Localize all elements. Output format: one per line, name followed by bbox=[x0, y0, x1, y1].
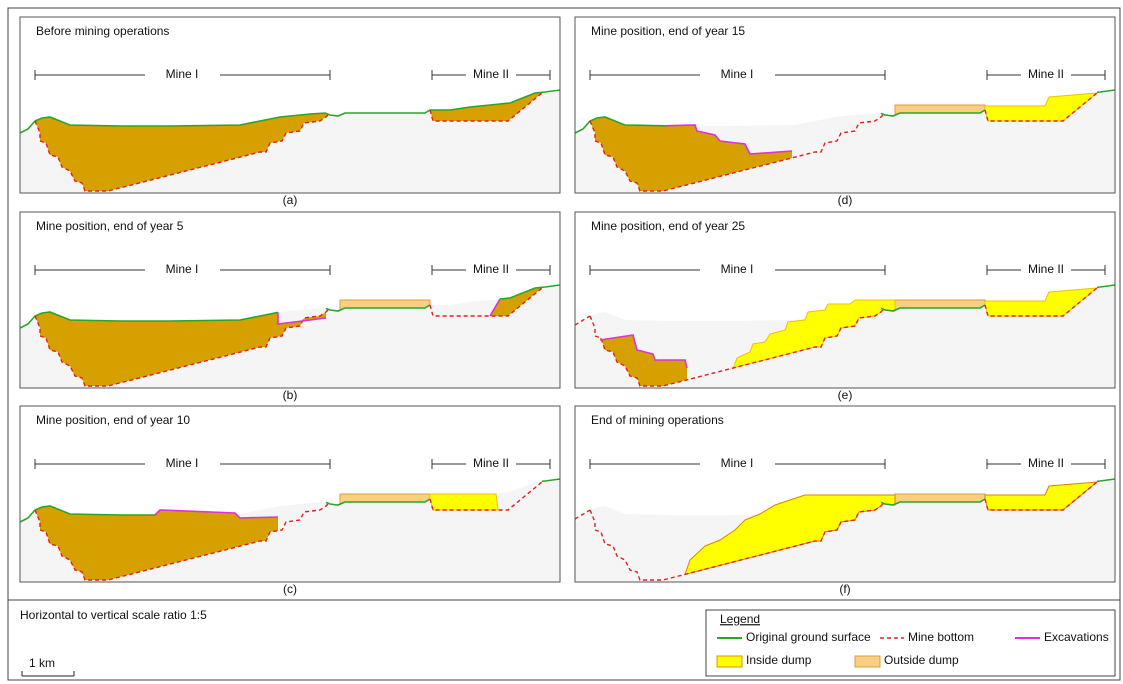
panel-title: Mine position, end of year 5 bbox=[36, 219, 184, 233]
panel-caption: (b) bbox=[283, 388, 298, 402]
inside-dump bbox=[429, 493, 499, 511]
panel-border bbox=[574, 405, 1116, 583]
legend-swatch bbox=[716, 655, 743, 668]
mine-bottom bbox=[574, 315, 591, 326]
ground-surface bbox=[1096, 89, 1116, 94]
mine-label: Mine I bbox=[721, 456, 754, 470]
excavation bbox=[277, 312, 327, 325]
mine-label: Mine I bbox=[721, 67, 754, 81]
mine-label: Mine II bbox=[473, 262, 509, 276]
panel: Mine position, end of year 25 Mine I Mine … bbox=[574, 211, 1116, 402]
ground-surface bbox=[880, 304, 986, 312]
excavation bbox=[154, 509, 279, 519]
mine-label: Mine I bbox=[166, 67, 199, 81]
inside-dump bbox=[732, 299, 896, 370]
panel-caption: (e) bbox=[838, 388, 853, 402]
panel-caption: (c) bbox=[283, 582, 297, 596]
ground-surface bbox=[19, 311, 279, 329]
panel-title: Mine position, end of year 15 bbox=[591, 24, 745, 38]
panel: Mine position, end of year 10 Mine I Mine … bbox=[19, 405, 561, 596]
mine-bottom bbox=[589, 114, 884, 192]
panel-border bbox=[19, 16, 561, 194]
panel-title: End of mining operations bbox=[591, 413, 724, 427]
mine-block bbox=[590, 117, 792, 191]
panel-title: Mine position, end of year 10 bbox=[36, 413, 190, 427]
legend-label: Mine bottom bbox=[908, 630, 974, 644]
panel-border bbox=[574, 211, 1116, 389]
mine-block bbox=[35, 506, 278, 580]
ground-surface bbox=[325, 498, 431, 506]
mine-label: Mine II bbox=[473, 67, 509, 81]
ground-surface bbox=[1096, 478, 1116, 483]
legend-title: Legend bbox=[720, 612, 760, 626]
mine-bottom bbox=[429, 481, 543, 511]
mine-bottom bbox=[589, 503, 884, 581]
mine-bottom bbox=[984, 481, 1098, 511]
mine-bottom bbox=[429, 287, 543, 317]
ground-surface bbox=[880, 498, 986, 506]
panel: Mine position, end of year 5 Mine I Mine I… bbox=[19, 211, 561, 402]
ground-surface bbox=[880, 109, 986, 117]
mine-bottom bbox=[984, 287, 1098, 317]
mine-bottom bbox=[34, 309, 329, 387]
excavation bbox=[664, 124, 793, 155]
mine-label: Mine II bbox=[1028, 456, 1064, 470]
mine-block bbox=[430, 92, 542, 121]
legend-label: Original ground surface bbox=[746, 630, 871, 644]
mine-block bbox=[490, 287, 542, 316]
ground-surface bbox=[325, 304, 431, 312]
panel-border bbox=[574, 16, 1116, 194]
ground-surface bbox=[499, 284, 561, 300]
mine-block bbox=[600, 335, 687, 386]
panel-caption: (a) bbox=[283, 193, 298, 207]
legend-label: Outside dump bbox=[884, 653, 959, 667]
frame bbox=[7, 7, 1121, 681]
panel: Before mining operations Mine I Mine II (a) bbox=[19, 16, 561, 207]
panel-title: Mine position, end of year 25 bbox=[591, 219, 745, 233]
mine-label: Mine I bbox=[166, 456, 199, 470]
scale-label: 1 km bbox=[29, 656, 55, 670]
mine-block bbox=[35, 113, 328, 191]
panel-border bbox=[19, 211, 561, 389]
legend-label: Excavations bbox=[1044, 630, 1109, 644]
ground-surface bbox=[19, 505, 155, 523]
mine-bottom bbox=[34, 114, 329, 192]
legend-label: Inside dump bbox=[746, 653, 812, 667]
subsurface bbox=[575, 285, 1115, 388]
mine-bottom bbox=[34, 503, 329, 581]
panel: End of mining operations Mine I Mine II (f) bbox=[574, 405, 1116, 596]
mine-label: Mine II bbox=[1028, 67, 1064, 81]
mine-label: Mine I bbox=[721, 262, 754, 276]
mine-label: Mine II bbox=[1028, 262, 1064, 276]
ground-surface bbox=[19, 89, 561, 134]
ground-surface bbox=[574, 116, 666, 134]
mine-label: Mine I bbox=[166, 262, 199, 276]
mine-bottom bbox=[574, 509, 591, 520]
legend-box bbox=[705, 609, 1116, 677]
panel-caption: (f) bbox=[839, 582, 850, 596]
panel-title: Before mining operations bbox=[36, 24, 169, 38]
mine-bottom bbox=[429, 92, 543, 122]
panel-caption: (d) bbox=[838, 193, 853, 207]
ground-surface bbox=[541, 478, 561, 483]
legend-swatch bbox=[854, 655, 881, 668]
ground-surface bbox=[1096, 284, 1116, 289]
excavation bbox=[599, 334, 688, 369]
mine-bottom bbox=[589, 309, 884, 387]
excavation bbox=[489, 298, 501, 317]
scale-note: Horizontal to vertical scale ratio 1:5 bbox=[20, 608, 207, 622]
mine-block bbox=[35, 312, 326, 386]
mine-bottom bbox=[984, 92, 1098, 122]
panel: Mine position, end of year 15 Mine I Mine … bbox=[574, 16, 1116, 207]
panel-border bbox=[19, 405, 561, 583]
legend: Legend Original ground surface Mine bott… bbox=[705, 609, 1116, 677]
mine-label: Mine II bbox=[473, 456, 509, 470]
